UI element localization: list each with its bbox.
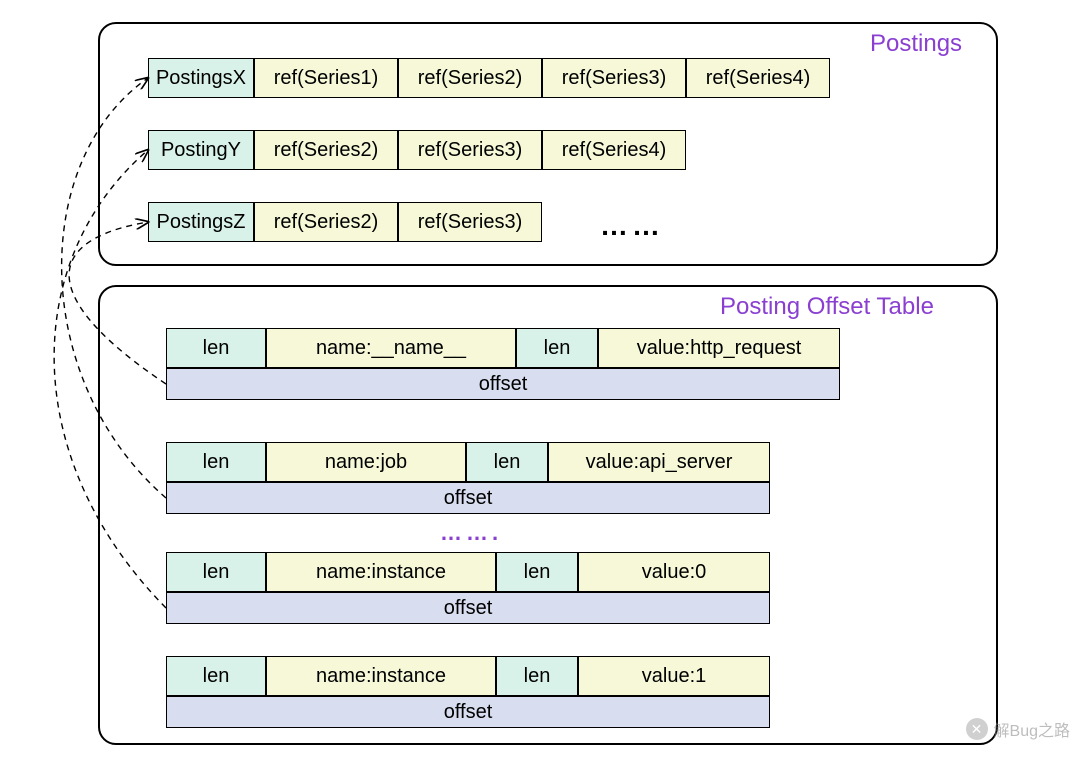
postings-head-2: PostingsZ	[148, 202, 254, 242]
offset-cell-1-0: len	[166, 442, 266, 482]
offset-cell-3-0: len	[166, 656, 266, 696]
offset-cell-2-0: len	[166, 552, 266, 592]
offset-cell-3-3: value:1	[578, 656, 770, 696]
offset-bar-3: offset	[166, 696, 770, 728]
postings-head-1: PostingY	[148, 130, 254, 170]
postings-ref-2-1: ref(Series3)	[398, 202, 542, 242]
postings-ref-1-2: ref(Series4)	[542, 130, 686, 170]
offset-cell-1-1: name:job	[266, 442, 466, 482]
postings-head-0: PostingsX	[148, 58, 254, 98]
postings-ref-1-0: ref(Series2)	[254, 130, 398, 170]
offset-mid-ellipsis: …….	[440, 520, 502, 546]
offset-bar-0: offset	[166, 368, 840, 400]
watermark-icon: ✕	[966, 718, 988, 740]
postings-ellipsis: ……	[600, 210, 664, 242]
offset-bar-1: offset	[166, 482, 770, 514]
offset-cell-0-2: len	[516, 328, 598, 368]
offset-cell-3-2: len	[496, 656, 578, 696]
offset-cell-1-3: value:api_server	[548, 442, 770, 482]
watermark: ✕ 解Bug之路	[966, 717, 1070, 741]
offset-cell-2-1: name:instance	[266, 552, 496, 592]
postings-ref-0-3: ref(Series4)	[686, 58, 830, 98]
offset-title: Posting Offset Table	[720, 293, 934, 321]
offset-cell-3-1: name:instance	[266, 656, 496, 696]
offset-bar-2: offset	[166, 592, 770, 624]
postings-ref-0-0: ref(Series1)	[254, 58, 398, 98]
offset-cell-0-1: name:__name__	[266, 328, 516, 368]
offset-cell-2-2: len	[496, 552, 578, 592]
watermark-text: 解Bug之路	[994, 717, 1070, 741]
offset-cell-2-3: value:0	[578, 552, 770, 592]
postings-ref-2-0: ref(Series2)	[254, 202, 398, 242]
offset-cell-0-3: value:http_request	[598, 328, 840, 368]
offset-cell-1-2: len	[466, 442, 548, 482]
postings-ref-0-2: ref(Series3)	[542, 58, 686, 98]
postings-ref-0-1: ref(Series2)	[398, 58, 542, 98]
postings-ref-1-1: ref(Series3)	[398, 130, 542, 170]
postings-title: Postings	[870, 30, 962, 58]
offset-cell-0-0: len	[166, 328, 266, 368]
